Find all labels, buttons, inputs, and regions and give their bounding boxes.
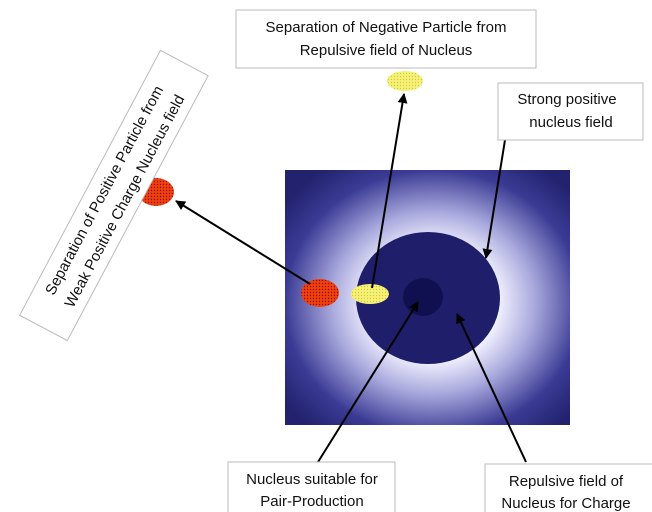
label-text: Nucleus for Charge: [501, 495, 630, 512]
label-negative: Separation of Negative Particle from Rep…: [236, 10, 536, 68]
label-text: Repulsive field of: [509, 473, 624, 490]
label-text: Pair-Production: [260, 493, 363, 510]
label-nucleus: Nucleus suitable for Pair-Production: [228, 462, 395, 512]
negative-particle: [351, 284, 389, 304]
label-text: Separation of Negative Particle from: [266, 19, 507, 36]
positive-particle: [301, 279, 339, 307]
label-text: Repulsive field of Nucleus: [300, 42, 473, 59]
label-text: nucleus field: [529, 114, 612, 131]
label-repulsive: Repulsive field of Nucleus for Charge: [485, 464, 652, 512]
label-positive: Separation of Positive Particle from Wea…: [20, 50, 209, 340]
label-text: Strong positive: [517, 91, 616, 108]
diagram: Separation of Negative Particle from Rep…: [0, 0, 652, 512]
negative-particle: [387, 71, 423, 91]
label-text: Nucleus suitable for: [246, 471, 378, 488]
label-strong: Strong positive nucleus field: [498, 83, 643, 140]
